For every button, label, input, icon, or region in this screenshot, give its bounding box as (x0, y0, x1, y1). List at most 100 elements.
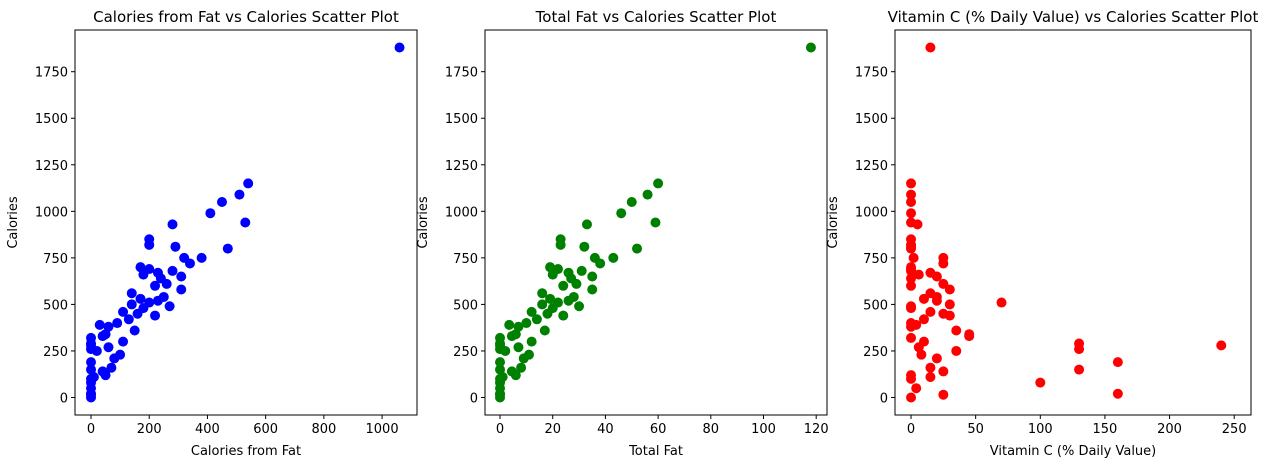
y-tick-label: 750 (453, 252, 478, 267)
point (938, 278, 949, 289)
y-tick-label: 250 (863, 345, 888, 360)
point (912, 219, 923, 230)
point (595, 258, 606, 269)
point (109, 353, 120, 364)
point (150, 310, 161, 321)
x-tick-label: 0 (496, 422, 504, 437)
y-tick-label: 1250 (445, 159, 478, 174)
point (106, 362, 117, 373)
point (222, 243, 233, 254)
point (1112, 357, 1123, 368)
y-tick-label: 750 (43, 252, 68, 267)
x-tick-label: 20 (544, 422, 561, 437)
y-axis-label: Calories (416, 196, 431, 249)
point (170, 241, 181, 252)
point (918, 293, 929, 304)
point (132, 308, 143, 319)
point (911, 383, 922, 394)
x-tick-label: 200 (1157, 422, 1182, 437)
y-tick-label: 1250 (35, 159, 68, 174)
y-tick-label: 1750 (855, 66, 888, 81)
point (167, 265, 178, 276)
point (626, 197, 637, 208)
point (112, 318, 123, 329)
point (495, 392, 506, 403)
point (653, 178, 664, 189)
chart-title: Vitamin C (% Daily Value) vs Calories Sc… (888, 8, 1259, 26)
point (123, 314, 134, 325)
x-tick-label: 100 (1028, 422, 1053, 437)
point (576, 265, 587, 276)
point (126, 288, 137, 299)
point (118, 306, 129, 317)
point (118, 336, 129, 347)
point (925, 42, 936, 53)
point (951, 325, 962, 336)
point (91, 345, 102, 356)
point (1074, 344, 1085, 355)
point (579, 241, 590, 252)
y-tick-label: 1500 (35, 112, 68, 127)
point (526, 306, 537, 317)
point (938, 389, 949, 400)
x-tick-label: 400 (195, 422, 220, 437)
point (918, 314, 929, 325)
point (925, 306, 936, 317)
point (931, 353, 942, 364)
point (161, 278, 172, 289)
point (176, 271, 187, 282)
point (510, 370, 521, 381)
point (1216, 340, 1227, 351)
y-tick-label: 1250 (855, 159, 888, 174)
y-tick-label: 250 (43, 345, 68, 360)
point (243, 178, 254, 189)
point (518, 353, 529, 364)
x-tick-label: 800 (311, 422, 336, 437)
point (500, 345, 511, 356)
point (964, 331, 975, 342)
point (587, 284, 598, 295)
point (587, 271, 598, 282)
plot-area (74, 29, 418, 416)
point (906, 303, 917, 314)
point (931, 271, 942, 282)
point (906, 197, 917, 208)
y-tick-label: 1750 (445, 66, 478, 81)
y-tick-label: 250 (453, 345, 478, 360)
point (1035, 377, 1046, 388)
point (616, 208, 627, 219)
point (184, 258, 195, 269)
point (129, 325, 140, 336)
y-tick-label: 1000 (35, 205, 68, 220)
point (150, 280, 161, 291)
y-tick-label: 1500 (855, 112, 888, 127)
point (944, 310, 955, 321)
x-tick-label: 200 (137, 422, 162, 437)
y-tick-label: 500 (43, 298, 68, 313)
point (906, 189, 917, 200)
point (1074, 364, 1085, 375)
y-tick-label: 0 (880, 392, 888, 407)
point (167, 219, 178, 230)
point (513, 342, 524, 353)
point (944, 299, 955, 310)
point (925, 362, 936, 373)
point (906, 265, 917, 276)
point (394, 42, 405, 53)
point (537, 288, 548, 299)
point (558, 280, 569, 291)
point (504, 319, 515, 330)
point (547, 269, 558, 280)
x-tick-label: 250 (1222, 422, 1247, 437)
point (196, 252, 207, 263)
point (916, 349, 927, 360)
point (906, 178, 917, 189)
point (805, 42, 816, 53)
y-tick-label: 500 (453, 298, 478, 313)
point (94, 319, 105, 330)
point (938, 258, 949, 269)
point (240, 217, 251, 228)
y-axis-label: Calories (826, 196, 841, 249)
point (539, 325, 550, 336)
